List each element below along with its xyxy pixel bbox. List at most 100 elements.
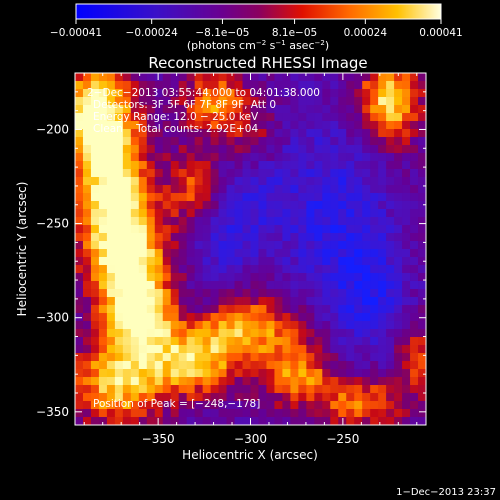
heatmap-cell: [234, 353, 244, 362]
heatmap-cell: [410, 377, 419, 386]
heatmap-cell: [154, 337, 164, 346]
heatmap-cell: [122, 313, 132, 322]
heatmap-cell: [314, 193, 323, 202]
heatmap-cell: [314, 137, 323, 146]
heatmap-cell: [106, 329, 116, 338]
heatmap-cell: [154, 81, 164, 90]
heatmap-cell: [314, 209, 323, 218]
heatmap-cell: [402, 201, 411, 210]
heatmap-cell: [194, 385, 204, 394]
heatmap-cell: [130, 185, 140, 194]
heatmap-cell: [130, 329, 140, 338]
heatmap-cell: [178, 409, 188, 418]
heatmap-cell: [298, 361, 307, 370]
heatmap-cell: [386, 193, 395, 202]
heatmap-cell: [346, 257, 355, 266]
heatmap-cell: [322, 313, 331, 322]
heatmap-cell: [178, 417, 188, 425]
heatmap-cell: [274, 185, 284, 194]
heatmap-cell: [322, 193, 331, 202]
heatmap-cell: [75, 305, 84, 314]
heatmap-cell: [186, 217, 196, 226]
heatmap-cell: [234, 121, 244, 130]
heatmap-cell: [98, 369, 108, 378]
heatmap-cell: [330, 129, 339, 138]
heatmap-cell: [378, 377, 387, 386]
heatmap-cell: [410, 113, 419, 122]
heatmap-cell: [154, 233, 164, 242]
heatmap-cell: [186, 369, 196, 378]
heatmap-cell: [274, 73, 284, 82]
heatmap-cell: [394, 161, 403, 170]
heatmap-cell: [306, 321, 315, 330]
heatmap-cell: [354, 225, 363, 234]
heatmap-cell: [274, 129, 284, 138]
heatmap-cell: [170, 209, 180, 218]
heatmap-cell: [362, 369, 371, 378]
heatmap-cell: [362, 273, 371, 282]
heatmap-cell: [138, 209, 148, 218]
heatmap-cell: [130, 377, 140, 386]
heatmap-cell: [362, 209, 371, 218]
heatmap-cell: [218, 353, 228, 362]
heatmap-cell: [170, 257, 180, 266]
heatmap-cell: [154, 105, 164, 114]
heatmap-cell: [378, 361, 387, 370]
heatmap-cell: [210, 97, 220, 106]
heatmap-cell: [330, 337, 339, 346]
heatmap-cell: [130, 353, 140, 362]
heatmap-cell: [322, 201, 331, 210]
heatmap-cell: [250, 137, 260, 146]
heatmap-cell: [394, 217, 403, 226]
heatmap-cell: [322, 185, 331, 194]
heatmap-cell: [362, 361, 371, 370]
heatmap-cell: [170, 385, 180, 394]
heatmap-cell: [242, 153, 252, 162]
heatmap-cell: [282, 281, 291, 290]
heatmap-cell: [378, 273, 387, 282]
heatmap-cell: [290, 113, 299, 122]
heatmap-cell: [98, 113, 108, 122]
heatmap-cell: [170, 185, 180, 194]
heatmap-cell: [330, 409, 339, 418]
heatmap-cell: [362, 297, 371, 306]
heatmap-cell: [410, 305, 419, 314]
heatmap-cell: [338, 97, 347, 106]
heatmap-cell: [90, 233, 100, 242]
heatmap-cell: [242, 265, 252, 274]
heatmap-cell: [290, 377, 299, 386]
heatmap-cell: [274, 233, 284, 242]
heatmap-cell: [130, 305, 140, 314]
heatmap-cell: [402, 241, 411, 250]
heatmap-cell: [282, 337, 291, 346]
heatmap-cell: [242, 417, 252, 425]
heatmap-cell: [178, 105, 188, 114]
annotation-clean-counts: Clean Total counts: 2.92E+04: [93, 123, 258, 135]
heatmap-cell: [138, 161, 148, 170]
heatmap-cell: [194, 305, 204, 314]
heatmap-cell: [386, 289, 395, 298]
heatmap-cell: [218, 265, 228, 274]
heatmap-cell: [410, 289, 419, 298]
heatmap-cell: [274, 209, 284, 218]
heatmap-cell: [162, 289, 172, 298]
heatmap-cell: [402, 105, 411, 114]
heatmap-cell: [266, 233, 276, 242]
heatmap-cell: [146, 201, 156, 210]
heatmap-cell: [362, 97, 371, 106]
heatmap-cell: [322, 369, 331, 378]
heatmap-cell: [218, 337, 228, 346]
heatmap-cell: [202, 89, 212, 98]
heatmap-cell: [410, 129, 419, 138]
heatmap-cell: [362, 385, 371, 394]
heatmap-cell: [298, 73, 307, 82]
heatmap-cell: [346, 177, 355, 186]
heatmap-cell: [298, 257, 307, 266]
colorbar-ticks: [75, 19, 442, 24]
heatmap-cell: [314, 337, 323, 346]
heatmap-cell: [346, 281, 355, 290]
heatmap-cell: [386, 345, 395, 354]
heatmap-cell: [298, 329, 307, 338]
heatmap-cell: [114, 89, 124, 98]
heatmap-cell: [402, 281, 411, 290]
